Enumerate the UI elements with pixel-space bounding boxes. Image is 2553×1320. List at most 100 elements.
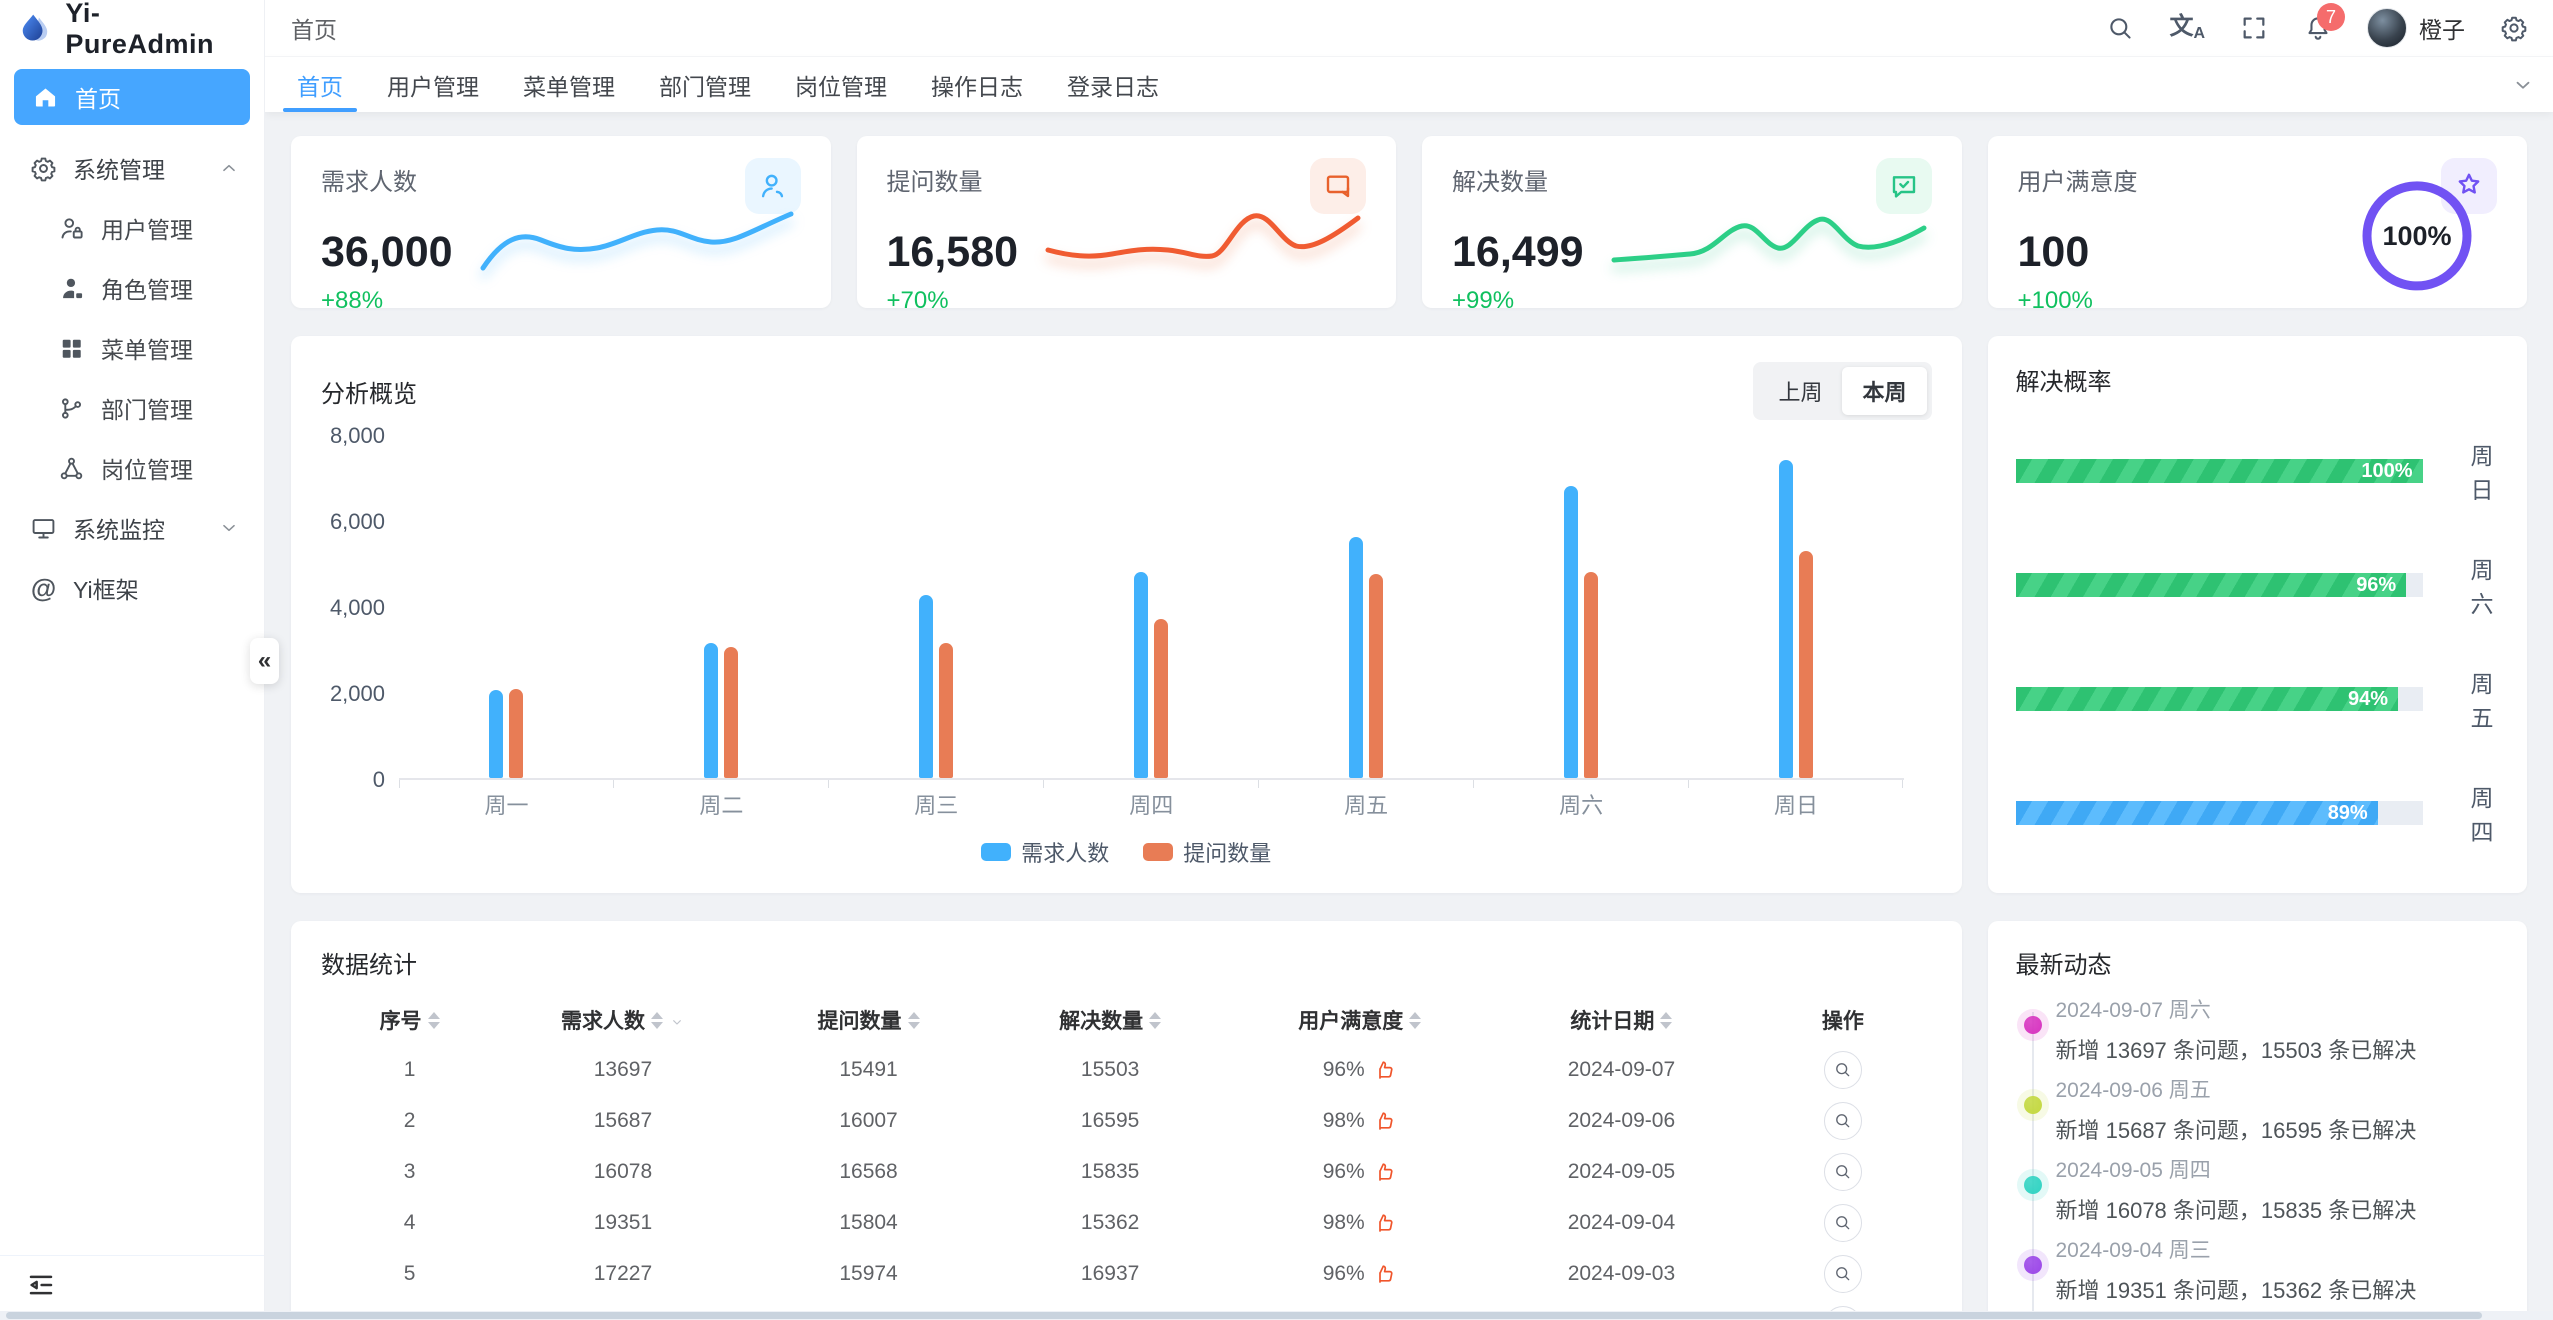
bar-group: 周五 bbox=[1259, 436, 1474, 818]
sidebar-item-label: 岗位管理 bbox=[101, 457, 193, 483]
chevron-up-icon bbox=[218, 157, 240, 179]
sidebar-collapse-handle[interactable]: « bbox=[250, 638, 279, 684]
sort-arrows-icon[interactable] bbox=[427, 1011, 440, 1029]
sidebar-item-home[interactable]: 首页 bbox=[14, 69, 250, 125]
tab-item[interactable]: 部门管理 bbox=[659, 73, 751, 100]
tab-item[interactable]: 登录日志 bbox=[1067, 73, 1159, 100]
timeline-text: 新增 13697 条问题，15503 条已解决 bbox=[2055, 1038, 2417, 1063]
main-area: 首页 文A 7 橙子 bbox=[265, 0, 2553, 1320]
sidebar-item[interactable]: 角色管理 bbox=[0, 259, 264, 317]
satisfaction-percent: 98% bbox=[1322, 1210, 1365, 1234]
column-header-control[interactable]: 提问数量 bbox=[818, 1005, 920, 1035]
y-tick: 8,000 bbox=[329, 423, 385, 448]
sidebar-group[interactable]: 系统管理 bbox=[0, 139, 264, 197]
column-label: 操作 bbox=[1821, 1010, 1864, 1033]
view-detail-button[interactable] bbox=[1823, 1050, 1862, 1089]
bar-demand[interactable] bbox=[1778, 459, 1793, 778]
sidebar-item[interactable]: 岗位管理 bbox=[0, 439, 264, 497]
column-header-control[interactable]: 统计日期 bbox=[1570, 1005, 1673, 1035]
bar-questions[interactable] bbox=[939, 642, 954, 778]
sort-arrows-icon[interactable] bbox=[1660, 1011, 1673, 1029]
tab-item[interactable]: 首页 bbox=[275, 57, 365, 112]
table-cell: 15503 bbox=[1080, 1057, 1140, 1081]
app-logo[interactable]: Yi-PureAdmin bbox=[0, 0, 264, 59]
x-axis-label: 周一 bbox=[484, 793, 529, 818]
x-axis-label: 周日 bbox=[1773, 793, 1818, 818]
toggle-last-week[interactable]: 上周 bbox=[1778, 380, 1823, 405]
table-cell: 16568 bbox=[839, 1159, 898, 1183]
column-header-control[interactable]: 解决数量 bbox=[1059, 1005, 1162, 1035]
timeline-dot bbox=[2023, 1176, 2042, 1194]
view-detail-button[interactable] bbox=[1823, 1101, 1862, 1140]
horizontal-scrollbar[interactable] bbox=[0, 1311, 2553, 1320]
legend-item[interactable]: 需求人数 bbox=[981, 836, 1109, 868]
column-header-control[interactable]: 需求人数 bbox=[561, 1005, 685, 1035]
toggle-this-week[interactable]: 本周 bbox=[1842, 367, 1927, 415]
legend-item[interactable]: 提问数量 bbox=[1143, 836, 1271, 868]
view-detail-button[interactable] bbox=[1823, 1254, 1862, 1293]
sidebar-footer bbox=[0, 1255, 264, 1320]
sidebar-item-label: 部门管理 bbox=[101, 397, 193, 423]
table-row: 1 13697 15491 15503 96% 2024-09-07 bbox=[321, 1044, 1932, 1095]
bar-demand[interactable] bbox=[704, 642, 719, 778]
sidebar-item[interactable]: 菜单管理 bbox=[0, 319, 264, 377]
sort-arrows-icon[interactable] bbox=[1149, 1011, 1162, 1029]
username: 橙子 bbox=[2419, 17, 2465, 43]
view-detail-button[interactable] bbox=[1823, 1203, 1862, 1242]
user-menu[interactable]: 橙子 bbox=[2367, 8, 2465, 48]
bar-questions[interactable] bbox=[724, 646, 739, 778]
table-cell: 15835 bbox=[1080, 1159, 1140, 1183]
tab-item[interactable]: 菜单管理 bbox=[523, 73, 615, 100]
tabs-chevron-down-icon[interactable] bbox=[2503, 57, 2543, 112]
top-navbar: 首页 文A 7 橙子 bbox=[265, 0, 2553, 57]
date-cell: 2024-09-07 bbox=[1567, 1057, 1676, 1081]
bar-questions[interactable] bbox=[509, 689, 524, 778]
table-header-row: 序号 需求人数 提问数量 解决数量 用户满意度 统计日期 操作 bbox=[321, 996, 1932, 1044]
column-header-control[interactable]: 用户满意度 bbox=[1298, 1005, 1422, 1035]
filter-chevron-icon[interactable] bbox=[669, 1012, 685, 1028]
sidebar-group[interactable]: @ Yi框架 bbox=[0, 559, 264, 617]
timeline-item: 2024-09-05 周四 新增 16078 条问题，15835 条已解决 bbox=[2023, 1154, 2500, 1234]
message-check-icon bbox=[1875, 158, 1932, 214]
stat-card-solved: 解决数量 16,499 +99% bbox=[1422, 136, 1962, 308]
table-body: 1 13697 15491 15503 96% 2024-09-07 2 15687 16007… bbox=[321, 1044, 1932, 1320]
x-axis-label: 周二 bbox=[699, 793, 744, 818]
timeline-text: 新增 15687 条问题，16595 条已解决 bbox=[2055, 1118, 2417, 1143]
sidebar-item-label: 用户管理 bbox=[101, 217, 193, 243]
bar-questions[interactable] bbox=[1798, 551, 1813, 778]
sort-arrows-icon[interactable] bbox=[1409, 1011, 1422, 1029]
user-lock-icon bbox=[58, 215, 85, 242]
bar-demand[interactable] bbox=[489, 690, 504, 778]
sort-arrows-icon[interactable] bbox=[650, 1011, 663, 1029]
column-label: 序号 bbox=[379, 1010, 422, 1033]
tab-item[interactable]: 操作日志 bbox=[931, 73, 1023, 100]
tab-item[interactable]: 岗位管理 bbox=[795, 73, 887, 100]
sidebar-item[interactable]: 用户管理 bbox=[0, 199, 264, 257]
stat-title: 需求人数 bbox=[321, 169, 417, 196]
bar-demand[interactable] bbox=[1349, 537, 1364, 778]
translate-icon[interactable]: 文A bbox=[2169, 12, 2205, 42]
column-header-control[interactable]: 序号 bbox=[380, 1005, 440, 1035]
menu-fold-icon[interactable] bbox=[26, 1270, 60, 1304]
overview-chart-card: 分析概览 上周 本周 0 2,000 4,000 6,000 8,000 周一 周二 周三周… bbox=[291, 336, 1962, 893]
sidebar-item[interactable]: 部门管理 bbox=[0, 379, 264, 437]
sort-arrows-icon[interactable] bbox=[907, 1011, 920, 1029]
sidebar-group[interactable]: 系统监控 bbox=[0, 499, 264, 557]
column-label: 需求人数 bbox=[560, 1010, 645, 1033]
fullscreen-icon[interactable] bbox=[2239, 13, 2269, 43]
bar-questions[interactable] bbox=[1154, 618, 1169, 778]
settings-gear-icon[interactable] bbox=[2499, 13, 2529, 43]
table-cell: 16937 bbox=[1080, 1261, 1140, 1285]
bar-demand[interactable] bbox=[919, 595, 934, 778]
bar-questions[interactable] bbox=[1369, 573, 1384, 778]
column-label: 统计日期 bbox=[1570, 1010, 1655, 1033]
view-detail-button[interactable] bbox=[1823, 1152, 1862, 1191]
bar-demand[interactable] bbox=[1564, 485, 1579, 778]
bell-icon[interactable]: 7 bbox=[2303, 3, 2345, 43]
search-icon[interactable] bbox=[2105, 13, 2135, 43]
stat-value: 16,580 bbox=[886, 228, 1019, 276]
tab-item[interactable]: 用户管理 bbox=[387, 73, 479, 100]
bar-questions[interactable] bbox=[1584, 571, 1599, 778]
sidebar: Yi-PureAdmin 首页系统管理用户管理角色管理 菜单管理部门管理岗位管理系… bbox=[0, 0, 265, 1320]
bar-demand[interactable] bbox=[1134, 571, 1149, 778]
